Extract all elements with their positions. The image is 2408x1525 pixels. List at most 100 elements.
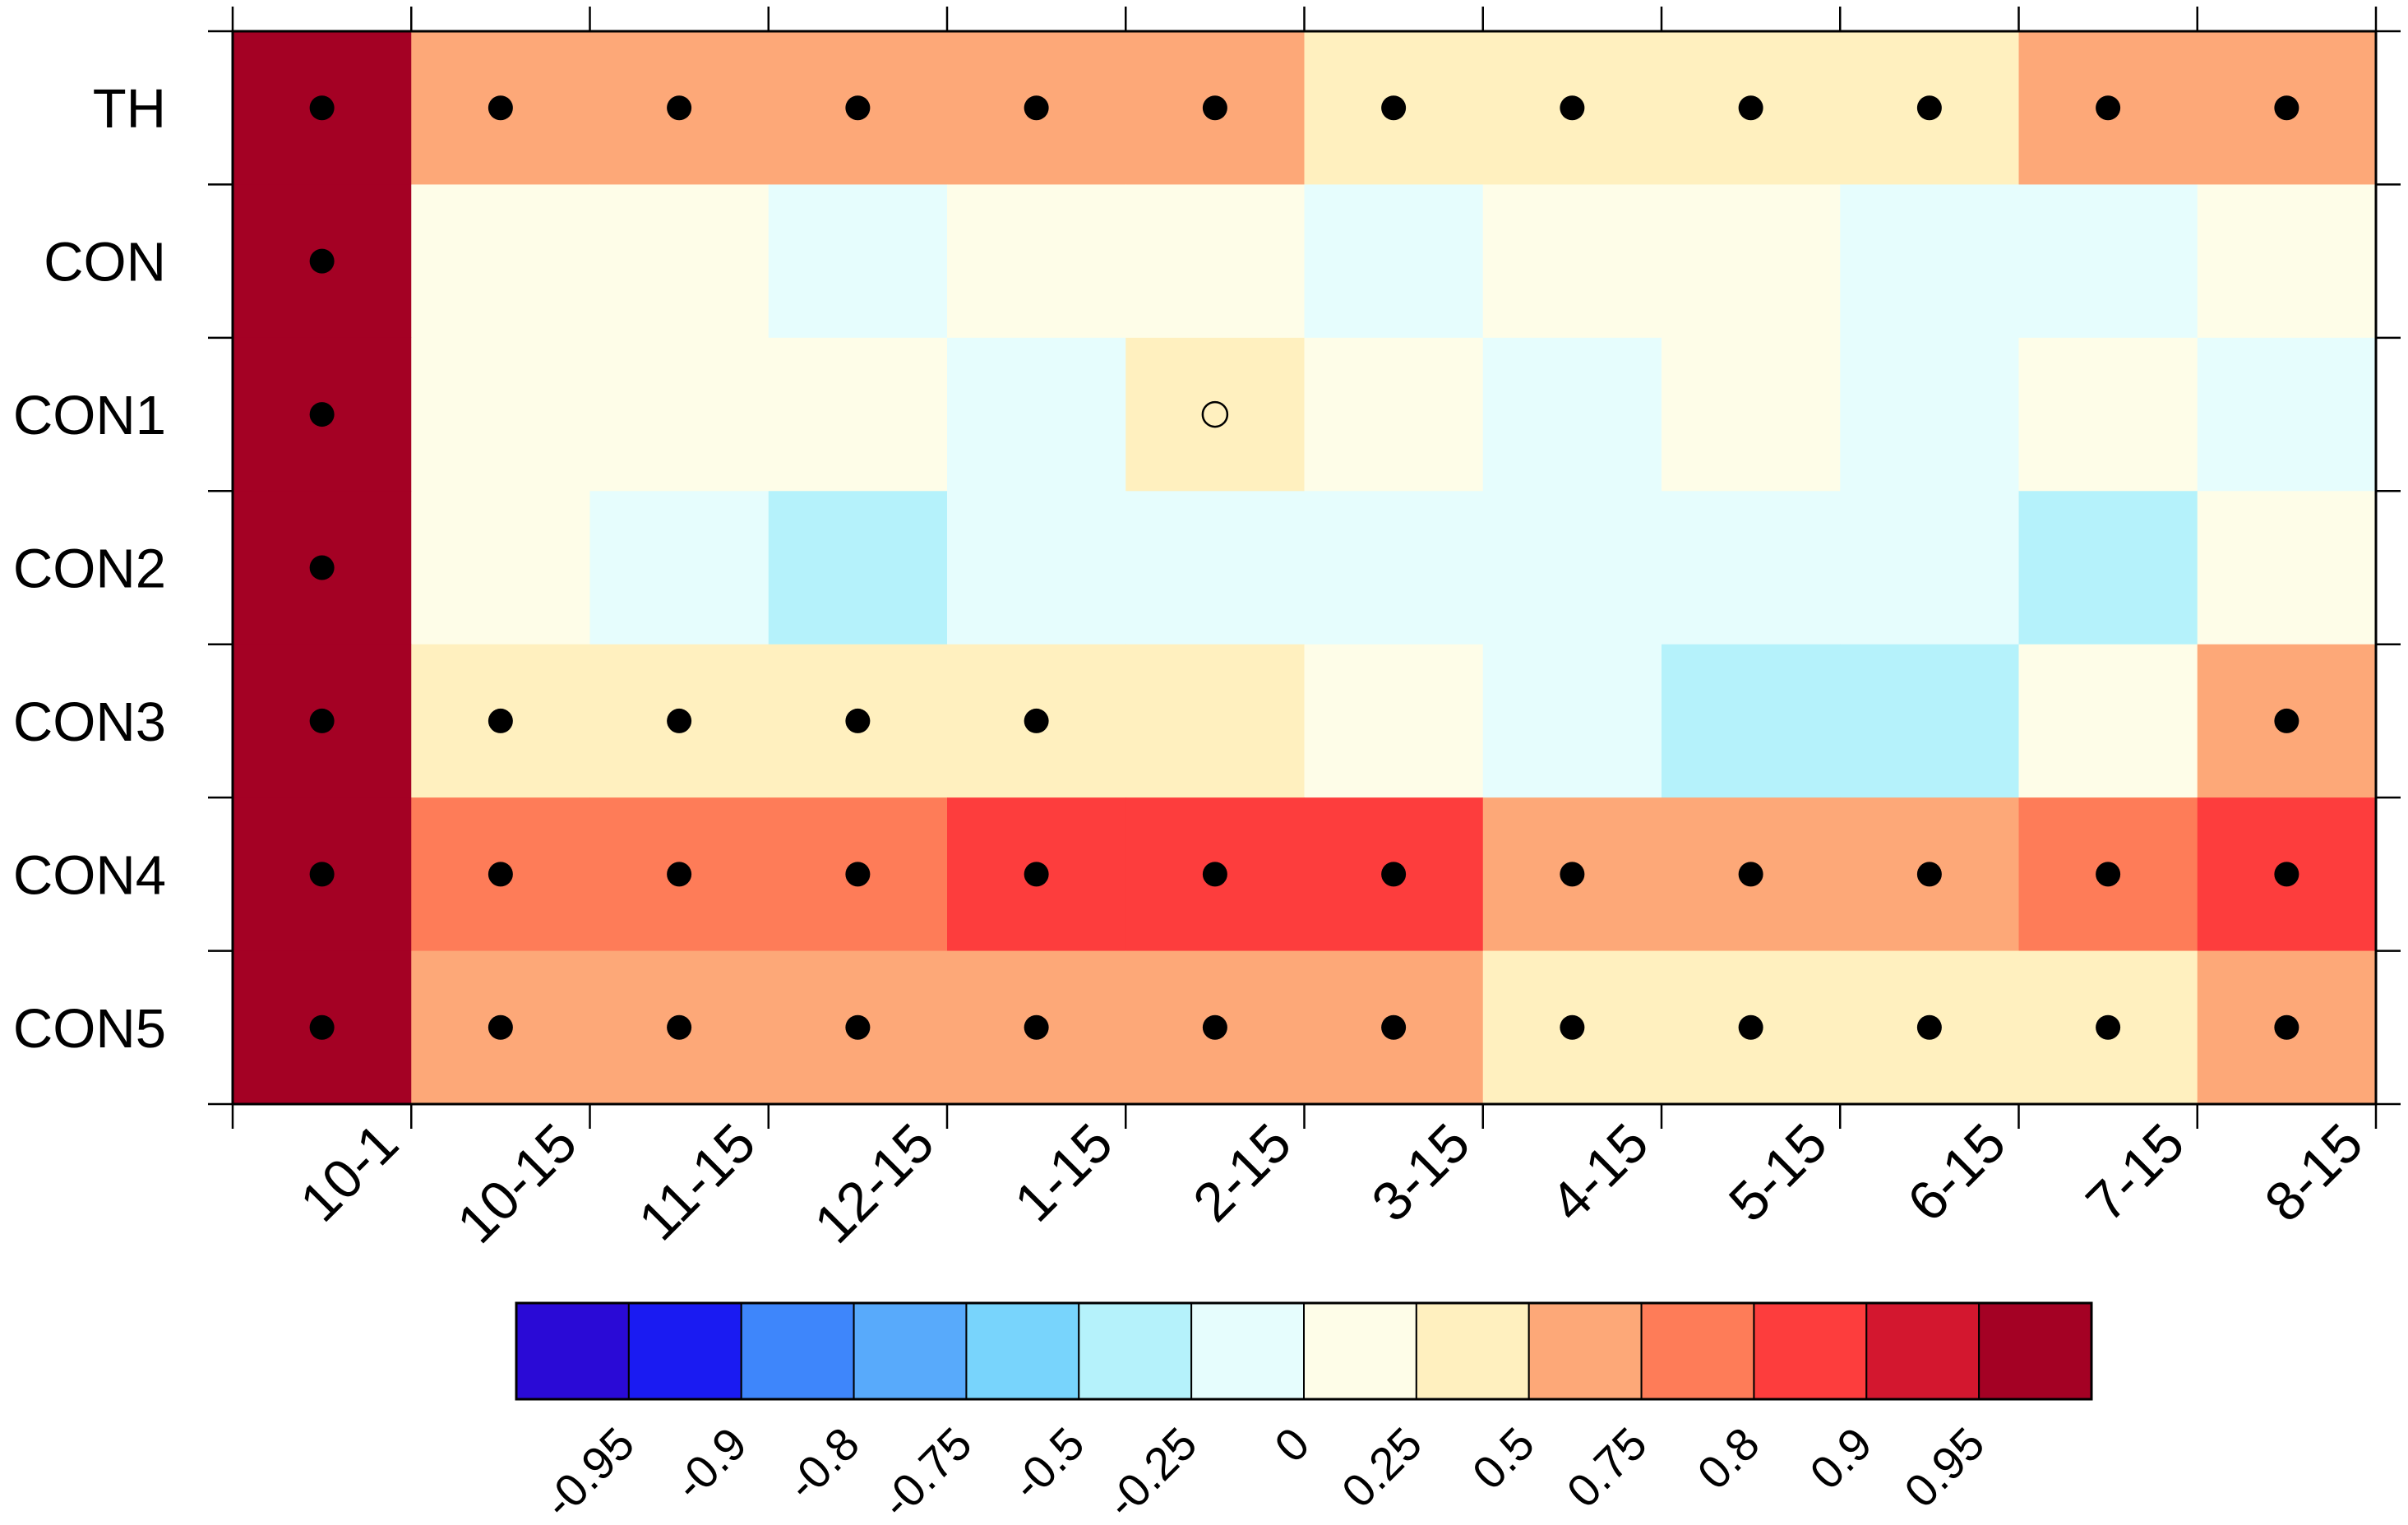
heatmap-cell-CON1-10-15 <box>411 337 590 492</box>
x-axis-labels: 10-1 10-15 11-15 12-15 1-15 2-15 3-15 4-15 5-15 6… <box>289 1112 2375 1255</box>
y-tick-label: CON3 <box>13 691 166 753</box>
x-tick-label: 4-15 <box>1539 1112 1661 1234</box>
heatmap-cell-CON-5-15 <box>1662 184 1841 339</box>
colorbar-label: 0.9 <box>1800 1417 1882 1500</box>
colorbar-label: 0.25 <box>1332 1417 1432 1518</box>
colorbar-box <box>1528 1302 1643 1400</box>
y-tick-label: TH <box>93 78 166 140</box>
significance-dot <box>1024 95 1049 121</box>
significance-dot <box>1738 1014 1763 1040</box>
heatmap-cell-CON-7-15 <box>2018 184 2198 339</box>
heatmap-cell-CON-2-15 <box>1125 184 1305 339</box>
x-tick-label: 10-15 <box>446 1112 589 1255</box>
significance-dot <box>1202 862 1227 887</box>
colorbar-label: -0.75 <box>871 1417 982 1525</box>
x-tick-label: 8-15 <box>2253 1112 2375 1234</box>
significance-dot <box>845 95 871 121</box>
significance-dot <box>309 248 335 274</box>
x-tick-label: 3-15 <box>1360 1112 1481 1234</box>
significance-dot <box>488 862 513 887</box>
heatmap-cell-CON2-3-15 <box>1304 491 1484 645</box>
heatmap-cell-CON1-2-15 <box>1125 337 1305 492</box>
heatmap-cell-CON-12-15 <box>768 184 948 339</box>
significance-dot <box>309 708 335 733</box>
significance-dot <box>1024 1014 1049 1040</box>
colorbar-label: 0.75 <box>1556 1417 1657 1518</box>
x-tick-label: 5-15 <box>1717 1112 1839 1234</box>
y-tick-label: CON <box>44 232 166 293</box>
significance-dot <box>1916 862 1942 887</box>
heatmap-cell-CON-3-15 <box>1304 184 1484 339</box>
colorbar-box <box>1078 1302 1193 1400</box>
colorbar-label: -0.25 <box>1096 1417 1207 1525</box>
significance-markers <box>309 95 2299 1040</box>
colorbar <box>515 1301 2093 1401</box>
heatmap-cell-CON3-6-15 <box>1840 644 2019 798</box>
colorbar-label: -0.9 <box>663 1417 756 1510</box>
y-tick-label: CON5 <box>13 998 166 1060</box>
heatmap-cell-CON3-3-15 <box>1304 644 1484 798</box>
heatmap-cell-CON3-7-15 <box>2018 644 2198 798</box>
significance-open-circle <box>1201 400 1229 428</box>
heatmap-cell-CON-1-15 <box>947 184 1126 339</box>
colorbar-box <box>853 1302 968 1400</box>
significance-dot <box>845 862 871 887</box>
colorbar-box <box>1190 1302 1305 1400</box>
colorbar-label: 0.95 <box>1894 1417 1994 1518</box>
heatmap-cell-CON2-11-15 <box>589 491 770 645</box>
y-tick-label: CON2 <box>13 538 166 600</box>
significance-dot <box>1738 95 1763 121</box>
significance-dot <box>2096 1014 2121 1040</box>
heatmap-cell-CON1-12-15 <box>768 337 948 492</box>
significance-dot <box>309 862 335 887</box>
significance-dot <box>667 862 692 887</box>
heatmap-cell-CON-4-15 <box>1482 184 1662 339</box>
significance-dot <box>309 555 335 580</box>
heatmap-cell-CON-10-15 <box>411 184 590 339</box>
significance-dot <box>1560 95 1585 121</box>
significance-dot <box>2274 862 2299 887</box>
heatmap-cell-CON1-7-15 <box>2018 337 2198 492</box>
heatmap-cell-CON2-12-15 <box>768 491 948 645</box>
heatmap-cell-CON2-7-15 <box>2018 491 2198 645</box>
x-tick-label: 10-1 <box>289 1112 410 1234</box>
significance-dot <box>1738 862 1763 887</box>
significance-dot <box>667 95 692 121</box>
heatmap-cell-CON1-3-15 <box>1304 337 1484 492</box>
significance-dot <box>2096 95 2121 121</box>
significance-dot <box>488 1014 513 1040</box>
x-tick-label: 7-15 <box>2074 1112 2196 1234</box>
significance-dot <box>309 402 335 427</box>
significance-dot <box>1560 1014 1585 1040</box>
x-tick-label: 2-15 <box>1181 1112 1303 1234</box>
heatmap-cell-CON1-1-15 <box>947 337 1126 492</box>
axis-ticks <box>208 7 2401 1129</box>
heatmap-cell-CON1-5-15 <box>1662 337 1841 492</box>
significance-dot <box>309 95 335 121</box>
y-tick-label: CON4 <box>13 844 166 906</box>
colorbar-box <box>965 1302 1080 1400</box>
heatmap-cell-CON2-6-15 <box>1840 491 2019 645</box>
significance-dot <box>2274 708 2299 733</box>
significance-dot <box>1024 862 1049 887</box>
colorbar-label: -0.8 <box>776 1417 869 1510</box>
colorbar-box <box>740 1302 855 1400</box>
significance-dot <box>667 708 692 733</box>
heatmap-cell-CON2-4-15 <box>1482 491 1662 645</box>
colorbar-box <box>515 1302 630 1400</box>
colorbar-label: -0.5 <box>1001 1417 1094 1510</box>
significance-dot <box>845 708 871 733</box>
x-tick-label: 12-15 <box>802 1112 945 1255</box>
heatmap-cell-CON3-5-15 <box>1662 644 1841 798</box>
significance-dot <box>1916 1014 1942 1040</box>
significance-dot <box>488 708 513 733</box>
colorbar-box <box>1415 1302 1530 1400</box>
x-tick-label: 1-15 <box>1003 1112 1125 1234</box>
heatmap-cell-CON3-4-15 <box>1482 644 1662 798</box>
significance-dot <box>667 1014 692 1040</box>
significance-dot <box>1381 95 1407 121</box>
significance-dot <box>2274 95 2299 121</box>
colorbar-label: 0 <box>1264 1417 1320 1472</box>
heatmap-cell-CON1-4-15 <box>1482 337 1662 492</box>
